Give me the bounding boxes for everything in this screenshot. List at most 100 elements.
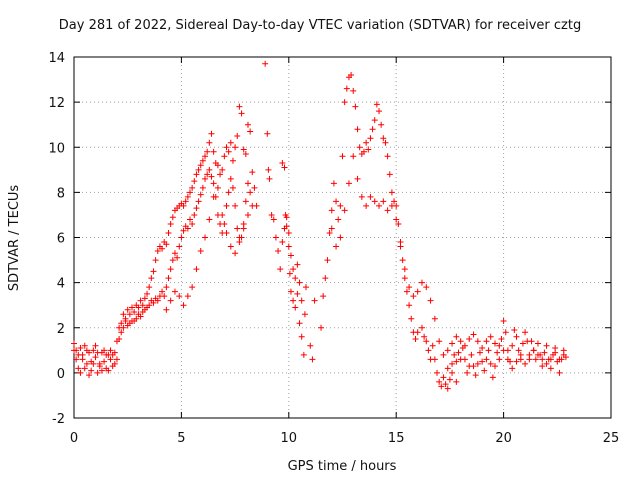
data-point [197,162,204,169]
data-point [227,243,234,250]
data-point [363,139,370,146]
data-point [182,198,189,205]
data-point [146,284,153,291]
data-point [154,297,161,304]
data-point [474,338,481,345]
data-point [320,293,327,300]
data-point [202,175,209,182]
data-point [161,293,168,300]
y-tick-label: 12 [48,96,65,111]
data-point [178,234,185,241]
data-point [474,360,481,367]
data-point [251,184,258,191]
data-point [223,229,230,236]
data-point [302,284,309,291]
data-point [509,365,516,372]
data-point [176,243,183,250]
data-point [504,356,511,363]
data-point [345,180,352,187]
data-point [391,198,398,205]
data-point [101,358,108,365]
data-point [180,227,187,234]
data-point [522,360,529,367]
data-point [406,284,413,291]
data-point [262,60,269,67]
data-point [453,378,460,385]
data-point [515,347,522,354]
data-point [219,211,226,218]
data-point [513,358,520,365]
series-band-e [279,214,305,304]
data-point [240,146,247,153]
data-point [436,378,443,385]
data-point [487,360,494,367]
data-point [206,139,213,146]
data-point [285,243,292,250]
data-point [229,184,236,191]
data-point [270,216,277,223]
series-band-c [163,184,251,313]
y-tick-label: 8 [57,186,65,201]
data-point [232,250,239,257]
data-point [547,356,554,363]
data-point [234,225,241,232]
data-point [453,333,460,340]
data-point [453,358,460,365]
data-point [513,333,520,340]
data-point [431,356,438,363]
data-point [301,311,308,318]
data-point [77,345,84,352]
data-point [165,275,172,282]
x-axis-label: GPS time / hours [288,459,397,474]
data-point [373,101,380,108]
data-point [440,374,447,381]
data-point [371,198,378,205]
data-point [526,356,533,363]
data-point [547,365,554,372]
data-point [343,85,350,92]
data-point [483,356,490,363]
data-point [131,308,138,315]
data-point [184,225,191,232]
data-point [485,347,492,354]
data-point [107,347,114,354]
data-point [483,338,490,345]
data-point [292,275,299,282]
data-point [309,356,316,363]
data-point [492,340,499,347]
data-point [219,166,226,173]
data-point [133,315,140,322]
data-point [440,351,447,358]
data-point [534,340,541,347]
data-point [328,207,335,214]
data-point [214,184,221,191]
data-point [451,351,458,358]
data-point [543,360,550,367]
data-point [184,193,191,200]
data-point [83,360,90,367]
data-point [146,302,153,309]
data-point [367,193,374,200]
data-point [144,290,151,297]
data-point [242,198,249,205]
data-point [71,340,77,347]
data-point [464,369,471,376]
data-point [202,153,209,160]
data-point [522,329,529,336]
data-point [519,340,526,347]
data-point [193,205,200,212]
data-point [154,248,161,255]
data-point [229,157,236,164]
data-point [434,369,441,376]
data-point [449,369,456,376]
data-point [543,342,550,349]
data-point [210,180,217,187]
data-point [539,356,546,363]
data-point [210,193,217,200]
data-point [539,363,546,370]
series-band-g [328,153,460,385]
data-point [120,311,127,318]
data-point [279,239,286,246]
data-point [150,268,157,275]
data-point [414,288,421,295]
